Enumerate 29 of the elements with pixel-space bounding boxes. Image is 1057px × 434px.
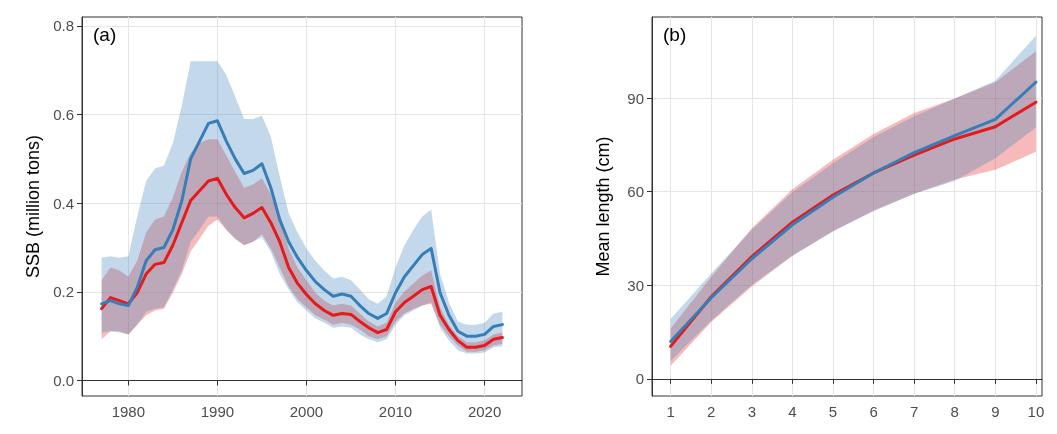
y-tick-label: 60 [627, 183, 644, 201]
y-tick-label: 0.2 [53, 283, 74, 301]
x-tick-label: 2010 [378, 403, 413, 420]
y-tick-label: 0.4 [53, 194, 74, 212]
x-tick-label: 5 [828, 403, 838, 420]
chart-title: (a) [93, 24, 117, 45]
x-tick-label: 1 [666, 403, 675, 420]
x-tick-label: 2020 [467, 403, 502, 420]
x-tick-label: 1980 [111, 403, 145, 420]
chart-title: (b) [663, 24, 687, 45]
y-tick-label: 0 [635, 370, 644, 388]
x-tick-label: 8 [950, 403, 959, 420]
x-tick-label: 1990 [200, 403, 235, 420]
x-tick-label: 9 [991, 403, 1000, 420]
y-axis-title: SSB (million tons) [23, 134, 43, 279]
y-tick-label: 90 [627, 89, 644, 107]
y-tick-label: 30 [627, 276, 644, 294]
x-tick-label: 6 [869, 403, 878, 420]
x-tick-label: 3 [747, 403, 757, 420]
y-tick-label: 0.6 [53, 106, 74, 124]
y-tick-label: 0.0 [53, 371, 74, 389]
line-series [100, 176, 504, 349]
x-tick-label: 4 [788, 403, 797, 420]
x-tick-label: 10 [1027, 403, 1045, 420]
x-tick-label: 2 [707, 403, 716, 420]
y-axis-title: Mean length (cm) [593, 136, 613, 277]
y-tick-label: 0.8 [53, 17, 74, 35]
x-tick-label: 2000 [289, 403, 324, 420]
x-tick-label: 7 [909, 403, 919, 420]
